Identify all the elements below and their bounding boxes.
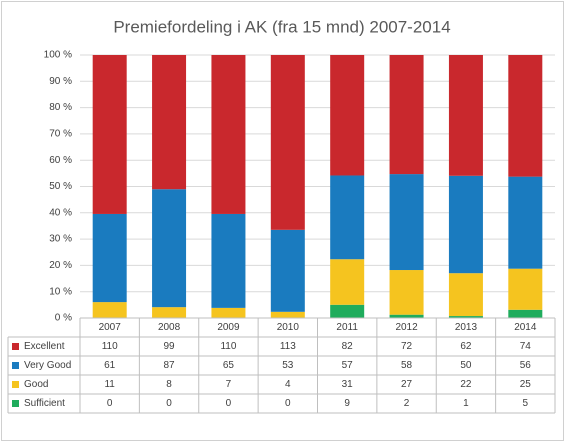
- bar-segment: [508, 176, 543, 269]
- legend-swatch: [12, 362, 19, 369]
- bar-segment: [389, 314, 424, 318]
- table-value: 0: [285, 398, 291, 409]
- y-tick-label: 0 %: [55, 313, 72, 324]
- bar-segment: [389, 270, 424, 315]
- bar-segment: [211, 55, 246, 214]
- table-value: 22: [460, 379, 472, 390]
- table-value: 25: [520, 379, 532, 390]
- table-value: 99: [164, 341, 176, 352]
- bar-segment: [92, 302, 127, 318]
- table-value: 56: [520, 360, 532, 371]
- legend-label: Sufficient: [24, 398, 65, 409]
- table-value: 53: [282, 360, 294, 371]
- x-tick-label: 2011: [336, 322, 358, 333]
- bar-segment: [330, 259, 365, 305]
- y-tick-label: 70 %: [49, 129, 72, 140]
- y-tick-label: 10 %: [49, 286, 72, 297]
- table-value: 57: [342, 360, 354, 371]
- table-value: 7: [226, 379, 232, 390]
- bar-segment: [92, 55, 127, 214]
- y-tick-label: 30 %: [49, 234, 72, 245]
- table-value: 5: [523, 398, 529, 409]
- bar-segment: [270, 311, 305, 318]
- y-tick-label: 80 %: [49, 102, 72, 113]
- bar-segment: [330, 55, 365, 176]
- y-tick-label: 60 %: [49, 155, 72, 166]
- chart-title: Premiefordeling i AK (fra 15 mnd) 2007-2…: [113, 17, 450, 36]
- table-value: 82: [342, 341, 354, 352]
- bar-segment: [152, 55, 187, 190]
- legend-swatch: [12, 381, 19, 388]
- table-value: 2: [404, 398, 410, 409]
- bar-segment: [330, 175, 365, 260]
- table-value: 113: [280, 341, 296, 352]
- x-tick-label: 2012: [395, 322, 418, 333]
- x-tick-label: 2014: [514, 322, 537, 333]
- legend-swatch: [12, 343, 19, 350]
- table-value: 87: [164, 360, 176, 371]
- table-value: 8: [166, 379, 172, 390]
- bar-segment: [448, 175, 483, 274]
- bar-segment: [448, 273, 483, 317]
- x-tick-label: 2010: [277, 322, 300, 333]
- table-value: 65: [223, 360, 235, 371]
- y-tick-label: 100 %: [44, 50, 72, 61]
- table-value: 27: [401, 379, 413, 390]
- x-tick-label: 2009: [217, 322, 240, 333]
- legend-label: Good: [24, 379, 48, 390]
- bar-segment: [508, 268, 543, 310]
- bar-segment: [152, 307, 187, 318]
- legend-label: Excellent: [24, 341, 65, 352]
- bar-segment: [152, 189, 187, 308]
- table-value: 0: [166, 398, 172, 409]
- bar-segment: [389, 174, 424, 271]
- table-value: 110: [220, 341, 236, 352]
- bar-segment: [508, 55, 543, 177]
- bar-segment: [92, 213, 127, 303]
- table-value: 62: [460, 341, 472, 352]
- table-value: 72: [401, 341, 413, 352]
- y-tick-label: 20 %: [49, 260, 72, 271]
- bar-segment: [211, 307, 246, 318]
- table-value: 61: [104, 360, 116, 371]
- table-value: 50: [460, 360, 472, 371]
- y-tick-label: 90 %: [49, 76, 72, 87]
- table-value: 31: [342, 379, 354, 390]
- bar-segment: [508, 309, 543, 318]
- table-value: 1: [463, 398, 469, 409]
- table-value: 58: [401, 360, 413, 371]
- bar-segment: [270, 55, 305, 230]
- x-tick-label: 2013: [455, 322, 478, 333]
- bar-segment: [448, 316, 483, 318]
- bar-segment: [448, 55, 483, 176]
- legend-swatch: [12, 400, 19, 407]
- bar-segment: [330, 304, 365, 318]
- y-tick-label: 50 %: [49, 181, 72, 192]
- table-value: 74: [520, 341, 532, 352]
- legend-label: Very Good: [24, 360, 71, 371]
- table-value: 9: [344, 398, 350, 409]
- table-value: 0: [226, 398, 232, 409]
- table-value: 110: [102, 341, 118, 352]
- x-tick-label: 2008: [158, 322, 181, 333]
- bar-segment: [211, 213, 246, 308]
- table-value: 4: [285, 379, 291, 390]
- table-value: 11: [104, 379, 115, 390]
- bar-segment: [270, 229, 305, 312]
- x-tick-label: 2007: [99, 322, 122, 333]
- bar-segment: [389, 55, 424, 175]
- table-value: 0: [107, 398, 113, 409]
- y-tick-label: 40 %: [49, 207, 72, 218]
